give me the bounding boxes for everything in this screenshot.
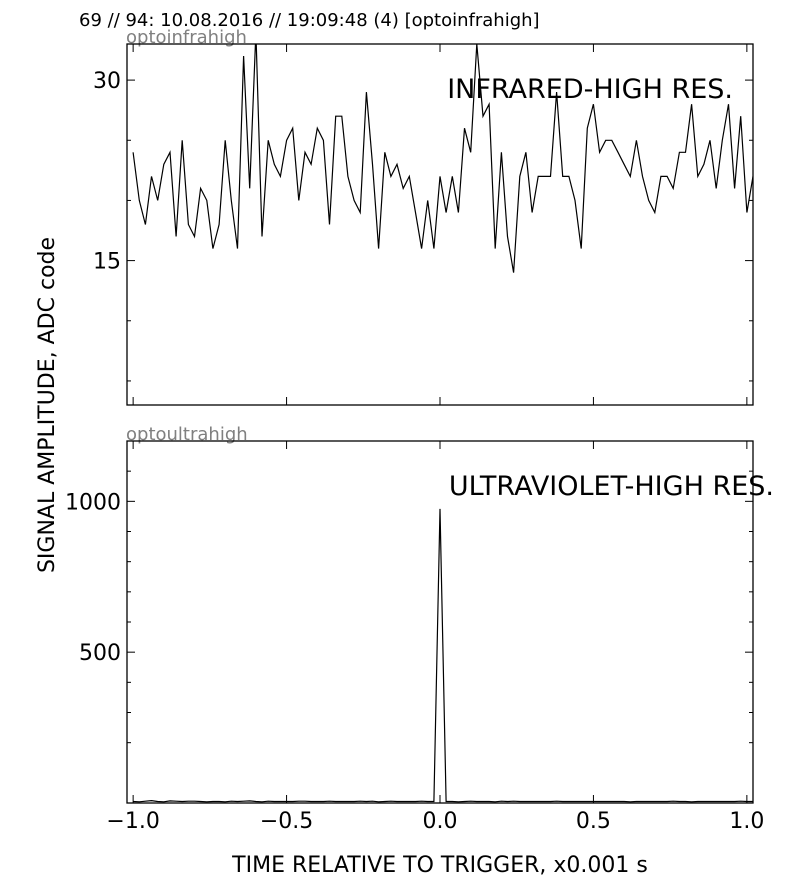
channel-label: optoultrahigh xyxy=(126,424,248,445)
x-tick-label: 1.0 xyxy=(729,809,764,834)
x-tick-label: 0.0 xyxy=(423,809,458,834)
y-tick-label: 15 xyxy=(93,250,121,275)
panel-title: INFRARED-HIGH RES. xyxy=(447,74,733,105)
x-tick-label: 0.5 xyxy=(576,809,611,834)
x-tick-label: −1.0 xyxy=(106,809,159,834)
panels: optoinfrahigh 15 30 INFRARED-HIGH RES. optou… xyxy=(65,27,774,834)
chart-panel-optoinfrahigh: optoinfrahigh 15 30 INFRARED-HIGH RES. xyxy=(93,27,754,406)
series-line xyxy=(132,44,753,273)
panel-title: ULTRAVIOLET-HIGH RES. xyxy=(449,471,774,502)
chart-panel-optoultrahigh: optoultrahigh 500 1000 −1.0 −0.5 0.0 0.5 1.0 ULT… xyxy=(65,424,774,834)
y-tick-label: 500 xyxy=(79,641,121,666)
header-text: 69 // 94: 10.08.2016 // 19:09:48 (4) [op… xyxy=(79,10,540,31)
channel-label: optoinfrahigh xyxy=(126,27,247,48)
x-axis-label: TIME RELATIVE TO TRIGGER, x0.001 s xyxy=(231,853,648,878)
y-tick-label: 30 xyxy=(93,69,121,94)
y-axis-label: SIGNAL AMPLITUDE, ADC code xyxy=(35,237,60,573)
y-tick-label: 1000 xyxy=(65,490,121,515)
x-tick-label: −0.5 xyxy=(260,809,313,834)
series-line xyxy=(133,508,753,803)
